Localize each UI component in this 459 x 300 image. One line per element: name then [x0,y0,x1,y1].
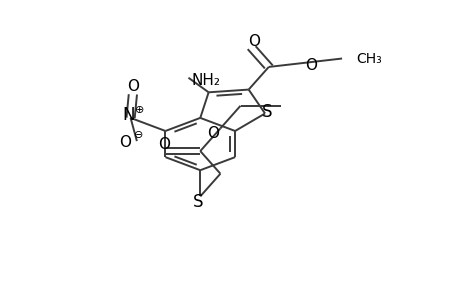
Text: S: S [192,193,203,211]
Text: CH₃: CH₃ [356,52,381,65]
Text: O: O [119,135,131,150]
Text: O: O [247,34,259,49]
Text: N: N [122,106,134,124]
Text: S: S [262,103,272,121]
Text: O: O [127,80,139,94]
Text: O: O [304,58,316,73]
Text: O: O [157,137,169,152]
Text: ⊖: ⊖ [134,130,144,140]
Text: NH₂: NH₂ [191,73,220,88]
Text: ⊕: ⊕ [135,106,144,116]
Text: O: O [207,126,219,141]
